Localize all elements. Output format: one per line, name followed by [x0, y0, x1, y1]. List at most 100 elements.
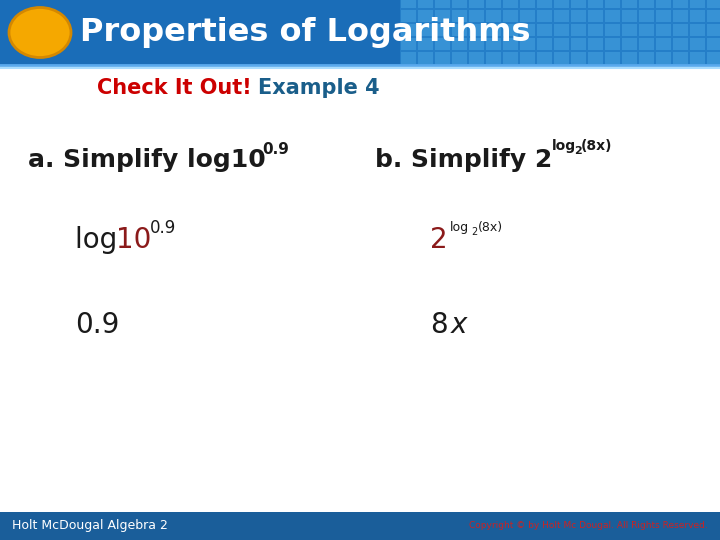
Text: 2: 2 [471, 227, 477, 237]
Text: 0.9: 0.9 [150, 219, 176, 237]
Text: log: log [450, 220, 469, 233]
Text: 2: 2 [574, 146, 582, 156]
Bar [554, 0, 569, 8]
Bar [673, 38, 688, 50]
Bar [418, 24, 433, 36]
Bar [656, 10, 671, 22]
Bar [537, 52, 552, 64]
Bar [486, 52, 501, 64]
Bar [0, 0, 720, 65]
Bar [656, 38, 671, 50]
Bar [554, 52, 569, 64]
Bar [418, 10, 433, 22]
Ellipse shape [9, 8, 71, 57]
Bar [435, 38, 450, 50]
Bar [690, 10, 705, 22]
Bar [622, 38, 637, 50]
Bar [435, 24, 450, 36]
Bar [520, 38, 535, 50]
Bar [537, 24, 552, 36]
Bar [673, 0, 688, 8]
Text: 8: 8 [430, 311, 448, 339]
Bar [452, 10, 467, 22]
Bar [622, 0, 637, 8]
Bar [554, 24, 569, 36]
Bar [605, 10, 620, 22]
Bar [707, 52, 720, 64]
Bar [537, 10, 552, 22]
Bar [469, 52, 484, 64]
Bar [639, 0, 654, 8]
Bar [690, 52, 705, 64]
Bar [656, 52, 671, 64]
Bar [400, 0, 720, 65]
Bar [452, 52, 467, 64]
Bar [520, 10, 535, 22]
Bar [401, 0, 416, 8]
Bar [707, 38, 720, 50]
Text: 10: 10 [116, 226, 151, 254]
Bar [435, 10, 450, 22]
Bar [486, 38, 501, 50]
Bar [707, 24, 720, 36]
Bar [639, 52, 654, 64]
Bar [605, 38, 620, 50]
Bar [673, 52, 688, 64]
Bar [707, 0, 720, 8]
Bar [605, 24, 620, 36]
Bar [435, 0, 450, 8]
Bar [503, 0, 518, 8]
Bar [605, 0, 620, 8]
Text: Check It Out!: Check It Out! [97, 78, 252, 98]
Bar [418, 38, 433, 50]
Text: log: log [552, 139, 576, 153]
Bar [622, 24, 637, 36]
Bar [622, 52, 637, 64]
Text: 0.9: 0.9 [262, 141, 289, 157]
Bar [520, 24, 535, 36]
Bar [656, 24, 671, 36]
Bar [503, 38, 518, 50]
Bar [588, 52, 603, 64]
Text: Properties of Logarithms: Properties of Logarithms [80, 17, 531, 48]
Bar [469, 0, 484, 8]
Bar [605, 52, 620, 64]
Text: Example 4: Example 4 [258, 78, 379, 98]
Bar [401, 10, 416, 22]
Bar [452, 0, 467, 8]
Bar [401, 52, 416, 64]
Bar [673, 24, 688, 36]
Bar [520, 52, 535, 64]
Bar [401, 24, 416, 36]
Text: x: x [451, 311, 467, 339]
Bar [486, 24, 501, 36]
Text: (8x): (8x) [581, 139, 613, 153]
Bar [588, 24, 603, 36]
Bar [452, 38, 467, 50]
Bar [520, 0, 535, 8]
Text: 2: 2 [430, 226, 448, 254]
Bar [571, 38, 586, 50]
Bar [690, 0, 705, 8]
Bar [435, 52, 450, 64]
Text: (8x): (8x) [478, 220, 503, 233]
Bar [707, 10, 720, 22]
Bar [418, 0, 433, 8]
Bar [537, 0, 552, 8]
Bar [656, 0, 671, 8]
Bar [588, 0, 603, 8]
Bar [418, 52, 433, 64]
Bar [639, 24, 654, 36]
Bar [622, 10, 637, 22]
Bar [401, 38, 416, 50]
Bar [503, 24, 518, 36]
Bar [469, 38, 484, 50]
Bar [486, 0, 501, 8]
Bar [469, 24, 484, 36]
Bar [571, 24, 586, 36]
Bar [503, 52, 518, 64]
Bar [503, 10, 518, 22]
Bar [588, 10, 603, 22]
Bar [571, 52, 586, 64]
Bar [537, 38, 552, 50]
